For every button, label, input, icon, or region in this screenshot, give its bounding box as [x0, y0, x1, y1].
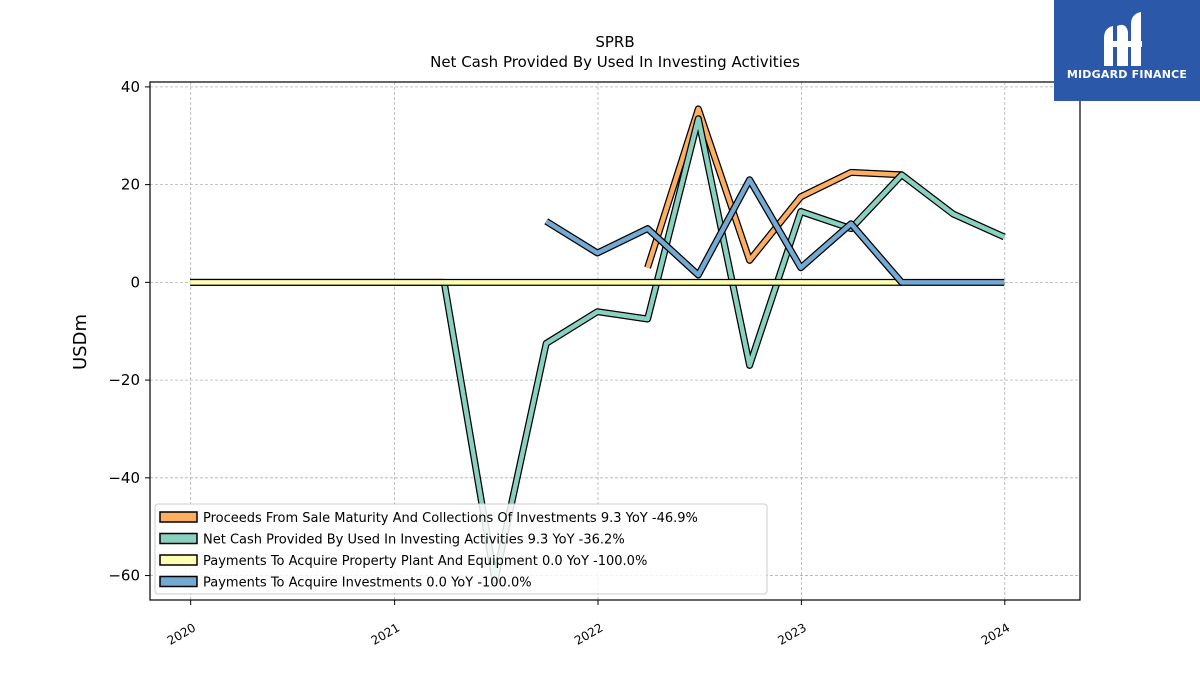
legend-item: Payments To Acquire Investments 0.0 YoY …: [159, 575, 532, 591]
legend-swatch: [159, 532, 198, 545]
x-tick-label: 2021: [369, 620, 402, 647]
midgard-logo-icon: [1104, 12, 1142, 66]
x-tick-label: 2020: [165, 620, 198, 647]
legend-label: Proceeds From Sale Maturity And Collecti…: [203, 511, 698, 526]
legend-frame: [154, 503, 768, 595]
legend-item: Payments To Acquire Property Plant And E…: [159, 554, 647, 569]
series-layer: [190, 105, 1006, 584]
brand-logo: MIDGARD FINANCE: [1054, 0, 1200, 101]
logo-text: MIDGARD FINANCE: [1066, 68, 1188, 81]
y-tick-label: 40: [121, 78, 140, 96]
plot-frame: [149, 81, 1081, 601]
x-tick-label: 2023: [775, 620, 808, 647]
x-tick-label: 2024: [979, 620, 1012, 647]
y-tick-label: −20: [108, 371, 140, 389]
series-3: [544, 176, 1005, 286]
y-tick-label: −40: [108, 469, 140, 487]
legend-label: Net Cash Provided By Used In Investing A…: [203, 533, 625, 548]
chart-subtitle: Net Cash Provided By Used In Investing A…: [430, 53, 800, 71]
x-tick-label: 2022: [572, 620, 605, 647]
y-tick-label: 20: [121, 176, 140, 194]
legend-swatch: [159, 511, 198, 523]
legend-swatch: [159, 575, 198, 588]
legend-item: Proceeds From Sale Maturity And Collecti…: [159, 511, 698, 526]
legend-label: Payments To Acquire Property Plant And E…: [203, 554, 647, 569]
y-axis-label: USDm: [70, 314, 91, 370]
legend: Proceeds From Sale Maturity And Collecti…: [154, 503, 768, 595]
y-tick-label: 0: [130, 273, 140, 291]
y-tick-label: −60: [108, 567, 140, 585]
legend-label: Payments To Acquire Investments 0.0 YoY …: [203, 576, 532, 591]
series-line: [545, 177, 1005, 285]
legend-item: Net Cash Provided By Used In Investing A…: [159, 532, 625, 548]
chart-title: SPRB: [595, 33, 634, 51]
legend-swatch: [159, 554, 198, 566]
